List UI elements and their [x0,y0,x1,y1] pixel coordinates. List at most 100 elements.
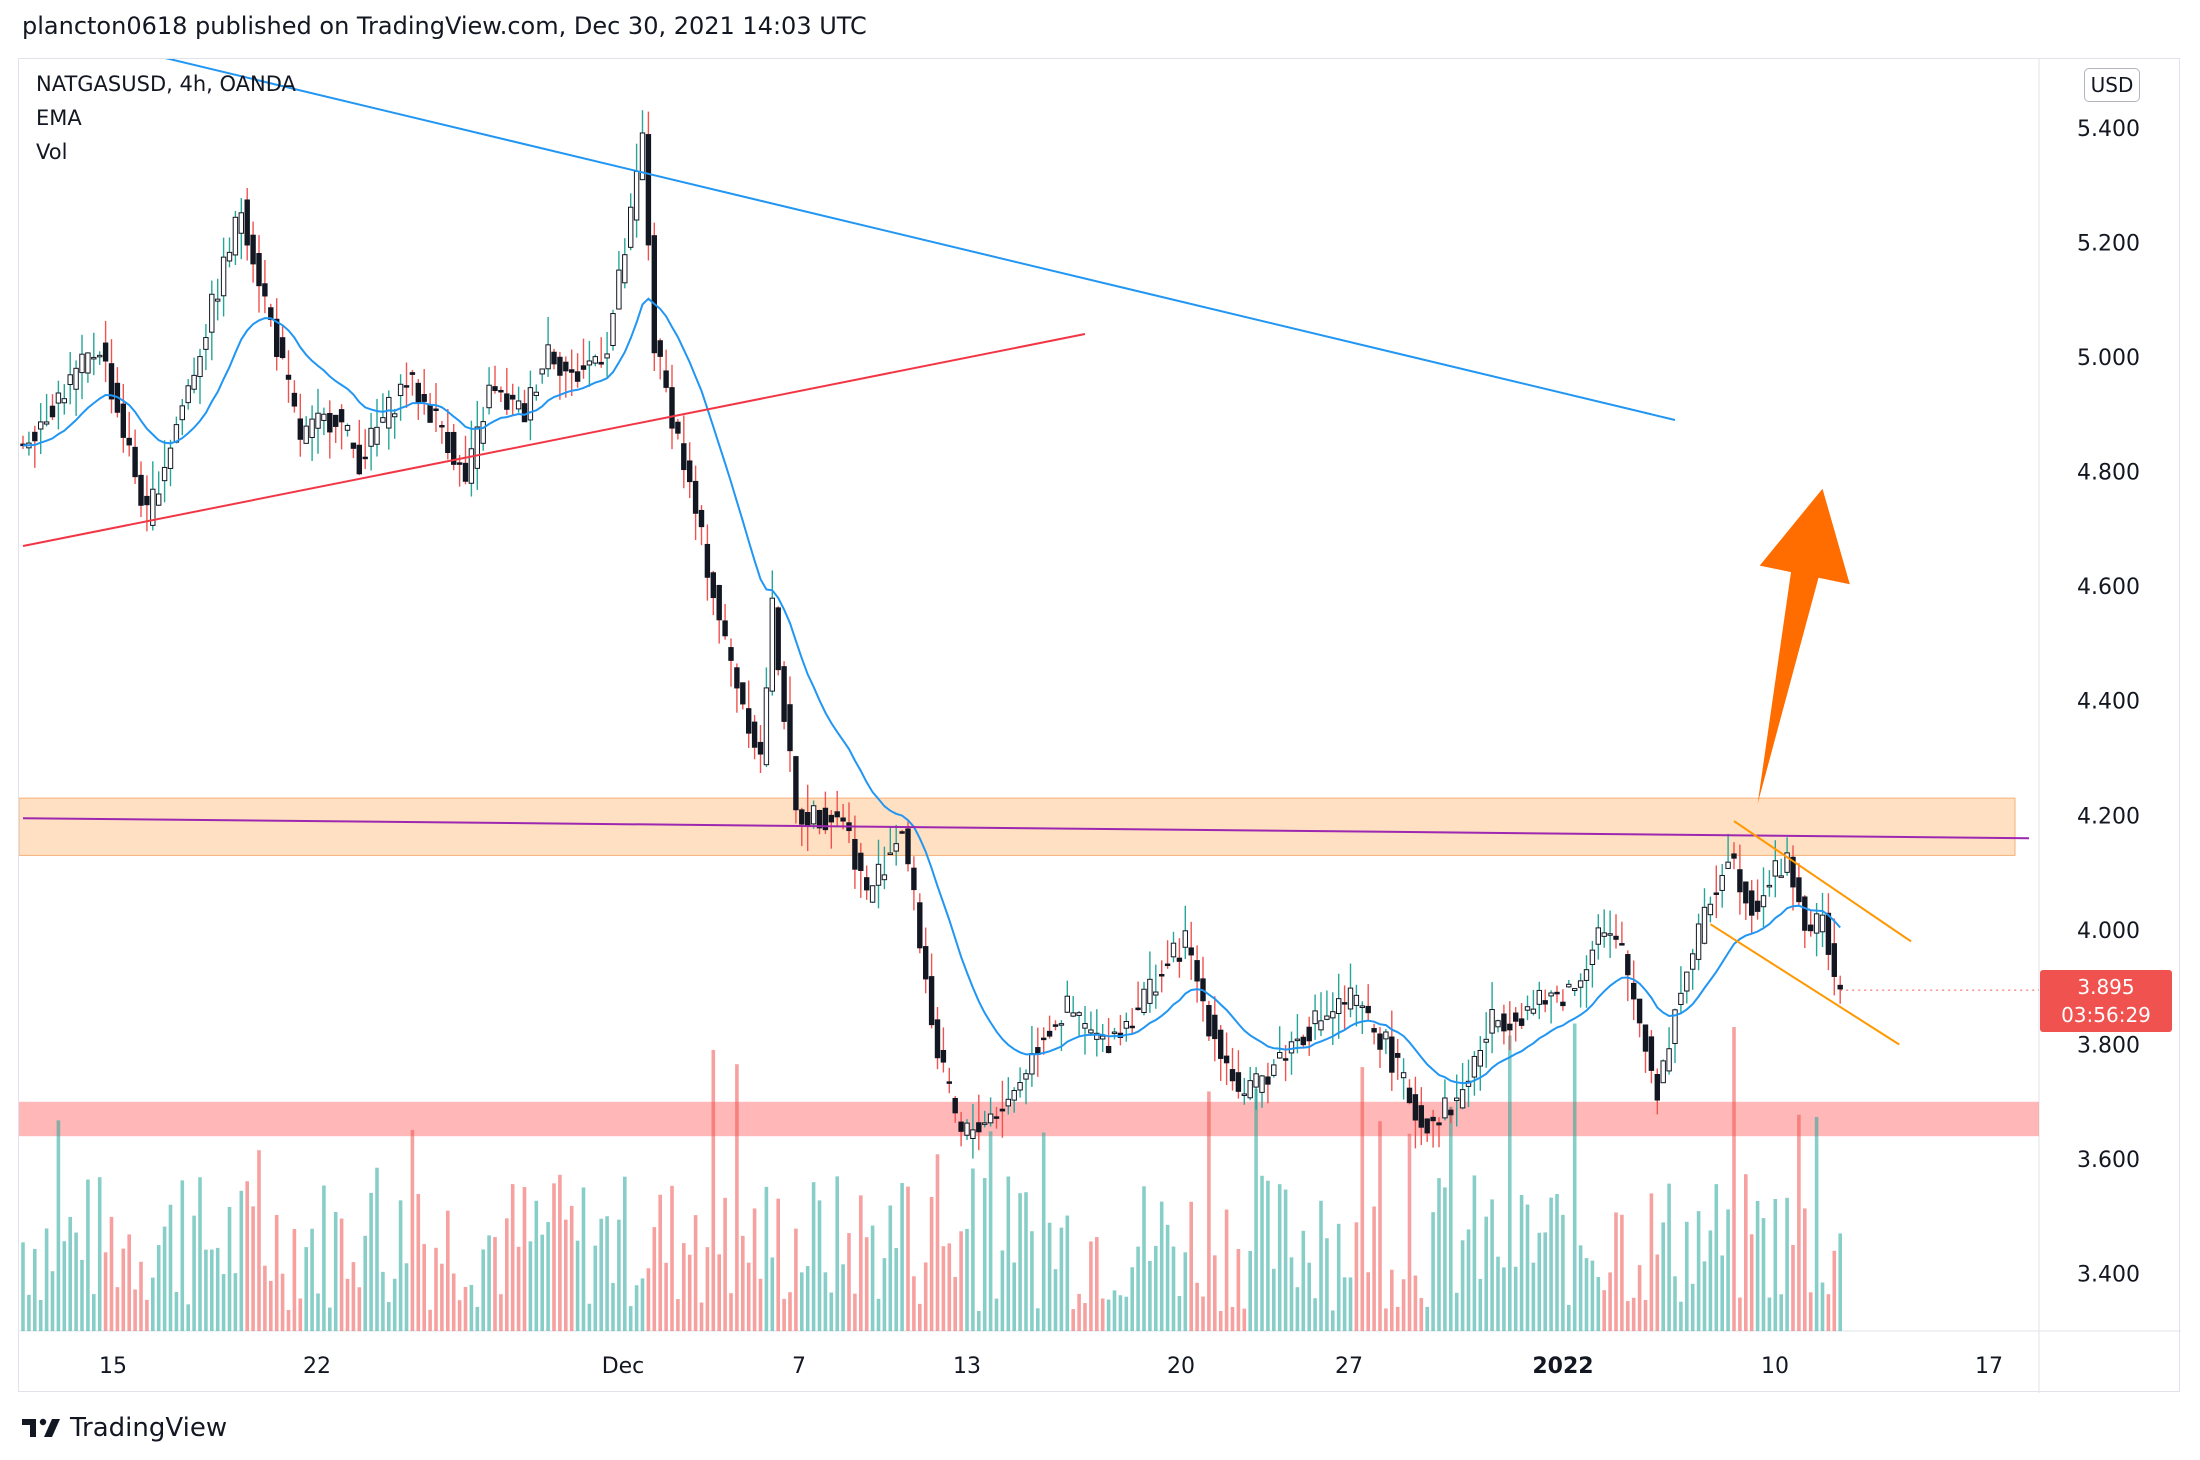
candle-body [887,852,893,856]
candle-body [1383,1031,1389,1040]
legend-vol[interactable]: Vol [36,140,68,164]
candle-body [1613,935,1619,940]
candle-body [297,418,304,440]
candle-body [1359,1005,1365,1008]
volume-bar [410,1130,415,1331]
volume-bar [605,1216,609,1331]
volume-bar [1720,1255,1724,1331]
candle-body [79,353,85,374]
volume-bar [1484,1216,1488,1331]
volume-bar [269,1280,273,1331]
candle-body [380,417,386,423]
candle-body [1766,884,1773,888]
candle-body [734,667,740,689]
candle-body [1725,861,1731,869]
volume-bar [1661,1222,1665,1331]
volume-bar [528,1241,533,1331]
legend-symbol[interactable]: NATGASUSD, 4h, OANDA [36,72,296,96]
volume-bar [1283,1189,1288,1331]
candle-body [1813,913,1820,934]
volume-bar [599,1218,603,1331]
candle-body [1666,1048,1672,1072]
volume-bar [1372,1206,1376,1331]
volume-bar [971,1168,975,1331]
candle-body [1802,896,1808,931]
volume-bar [705,1247,710,1331]
candle-body [1041,1037,1047,1041]
candle-body [987,1113,994,1124]
candle-body [1501,1013,1507,1032]
candle-body [852,838,858,870]
volume-bar [1679,1301,1683,1331]
volume-bar [1047,1222,1052,1331]
candle-body [456,462,463,465]
candle-body [628,206,634,248]
candle-body [226,251,233,262]
price-tick-label: 5.400 [2077,117,2140,142]
candle-body [262,283,268,297]
volume-bar [97,1177,102,1331]
candle-body [421,394,427,402]
volume-bar [1803,1208,1807,1331]
volume-bar [1348,1277,1353,1331]
time-tick-label: Dec [602,1354,645,1379]
volume-bar [587,1303,592,1331]
candle-body [1271,1064,1277,1076]
candle-body [1259,1075,1265,1093]
volume-bar [800,1272,804,1331]
chart-frame[interactable]: 5.400 5.200 5.000 4.800 4.600 4.400 4.200 4.000… [18,58,2181,1393]
volume-bar [1702,1261,1707,1331]
volume-bar [1260,1175,1264,1331]
volume-bar [1325,1238,1329,1331]
volume-bar [139,1261,143,1331]
volume-bar [387,1302,391,1331]
candle-body [1784,852,1790,873]
price-tick-label: 4.000 [2077,919,2140,944]
candle-body [268,307,274,320]
candle-body [191,374,197,390]
volume-bar [640,1278,645,1331]
volume-bar [21,1242,25,1331]
volume-bar [670,1185,674,1331]
volume-bar [876,1298,881,1331]
volume-bar [80,1259,84,1331]
candle-body [905,828,911,865]
volume-bar [965,1228,969,1331]
volume-bar [859,1195,863,1331]
volume-bar [699,1302,704,1331]
time-tick-label: 13 [953,1354,981,1379]
candle-body [32,431,38,442]
candle-body [1819,914,1826,933]
candle-body [1701,906,1708,944]
volume-bar [1407,1133,1412,1331]
candle-body [279,337,286,359]
candle-body [1660,1060,1666,1084]
price-chart[interactable]: 5.400 5.200 5.000 4.800 4.600 4.400 4.200 4.000… [19,59,2181,1393]
volume-bar [151,1277,155,1331]
candle-body [793,756,799,811]
candle-body [669,387,675,429]
candle-body [1011,1090,1017,1101]
volume-bar [1000,1250,1005,1331]
channel-lower-line [1709,923,1900,1046]
volume-bar [1012,1262,1016,1331]
volume-bar [558,1174,562,1331]
volume-bar [1319,1200,1323,1331]
legend-ema[interactable]: EMA [36,106,82,130]
candle-body [85,352,91,374]
candle-body [1064,995,1070,1013]
candle-body [1548,992,1554,997]
volume-bar [817,1200,822,1331]
candle-body [1318,1020,1324,1031]
volume-bar [1395,1306,1400,1331]
candle-body [1306,1026,1312,1042]
volume-bar [1744,1174,1748,1331]
currency-button[interactable]: USD [2084,68,2140,102]
candle-body [486,384,492,409]
candle-body [1282,1058,1289,1061]
candle-body [415,382,422,404]
candle-body [1153,991,1159,996]
candle-body [574,371,581,382]
volume-bar [1207,1091,1211,1331]
candle-body [1707,903,1714,916]
